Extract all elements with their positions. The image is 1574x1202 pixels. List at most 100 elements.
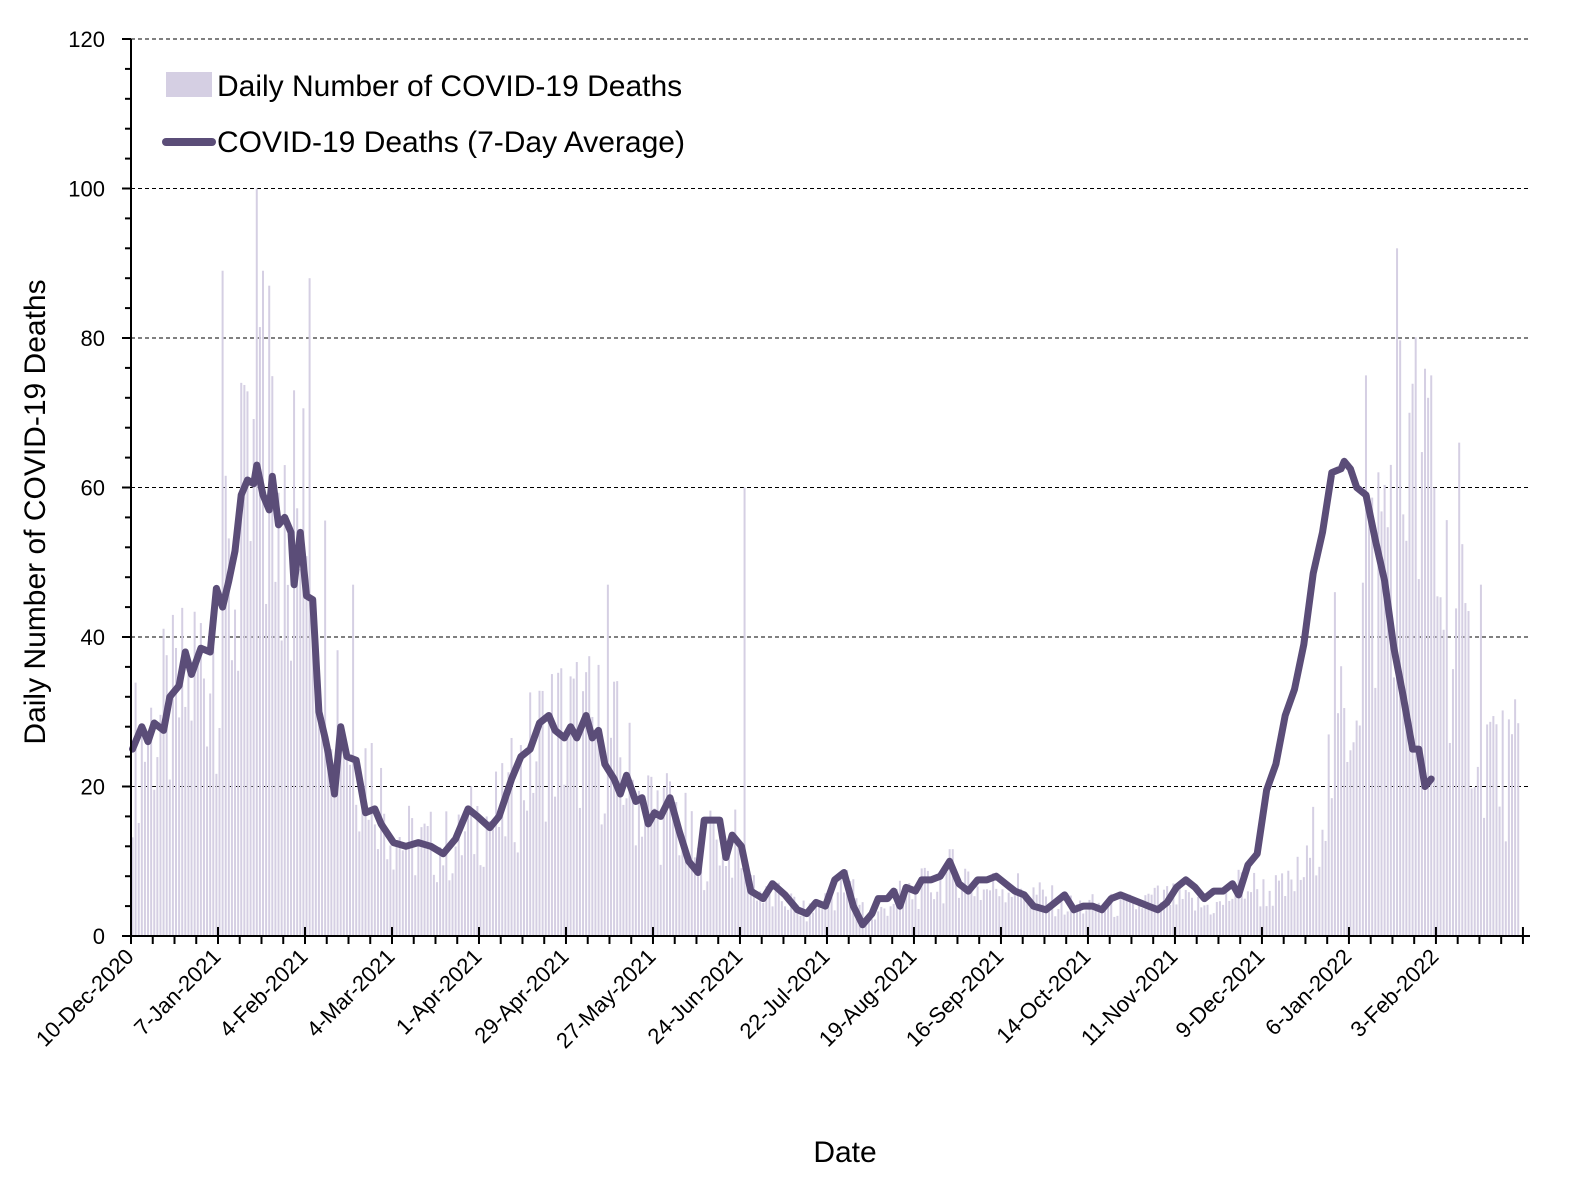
bar-day-336 bbox=[1175, 904, 1178, 936]
bar-day-96 bbox=[429, 811, 432, 936]
bar-day-249 bbox=[905, 891, 908, 936]
x-tick-label-3: 4-Mar-2021 bbox=[301, 944, 399, 1042]
bar-day-153 bbox=[606, 584, 609, 936]
bar-day-433 bbox=[1476, 766, 1479, 936]
bar-day-440 bbox=[1498, 806, 1501, 936]
bar-day-207 bbox=[774, 885, 777, 936]
bar-day-422 bbox=[1442, 629, 1445, 936]
bar-day-435 bbox=[1483, 817, 1486, 936]
bar-day-3 bbox=[140, 733, 143, 936]
bar-day-39 bbox=[252, 419, 255, 936]
bar-day-350 bbox=[1218, 901, 1221, 936]
bar-day-306 bbox=[1082, 913, 1085, 936]
y-tick-label-0: 0 bbox=[93, 924, 105, 949]
bar-day-103 bbox=[451, 873, 454, 936]
bar-day-159 bbox=[625, 798, 628, 936]
bar-day-79 bbox=[376, 849, 379, 936]
bar-day-444 bbox=[1511, 734, 1514, 936]
bar-day-198 bbox=[746, 887, 749, 936]
bar-day-281 bbox=[1004, 902, 1007, 936]
x-tick-label-4: 1-Apr-2021 bbox=[391, 944, 487, 1040]
bar-day-367 bbox=[1271, 905, 1274, 936]
bar-day-151 bbox=[600, 824, 603, 936]
bar-day-300 bbox=[1063, 914, 1066, 936]
bar-day-41 bbox=[258, 327, 261, 936]
bar-day-381 bbox=[1315, 875, 1318, 936]
bar-day-174 bbox=[672, 815, 675, 936]
bar-day-191 bbox=[724, 866, 727, 936]
bar-day-423 bbox=[1445, 520, 1448, 936]
bar-day-265 bbox=[954, 871, 957, 936]
bar-day-54 bbox=[299, 568, 302, 936]
bar-day-358 bbox=[1243, 898, 1246, 936]
bar-day-106 bbox=[460, 855, 463, 936]
bar-day-277 bbox=[992, 872, 995, 936]
bar-day-264 bbox=[951, 849, 954, 936]
bar-day-52 bbox=[293, 390, 296, 936]
bar-day-163 bbox=[637, 790, 640, 936]
bar-day-92 bbox=[417, 843, 420, 936]
bar-day-230 bbox=[846, 870, 849, 936]
bar-day-197 bbox=[743, 487, 746, 936]
bar-day-5 bbox=[147, 743, 150, 936]
bar-day-312 bbox=[1100, 908, 1103, 936]
bar-day-284 bbox=[1013, 894, 1016, 936]
bar-day-199 bbox=[749, 874, 752, 936]
bar-day-58 bbox=[311, 631, 314, 936]
bar-day-424 bbox=[1448, 742, 1451, 936]
bar-day-365 bbox=[1265, 906, 1268, 936]
bar-day-137 bbox=[557, 672, 560, 936]
bar-day-366 bbox=[1268, 890, 1271, 936]
bar-day-291 bbox=[1035, 894, 1038, 936]
bar-day-175 bbox=[675, 802, 678, 936]
bar-day-47 bbox=[277, 492, 280, 936]
bar-day-279 bbox=[998, 896, 1001, 936]
bar-day-11 bbox=[165, 655, 168, 936]
bar-day-122 bbox=[510, 737, 513, 936]
bar-day-283 bbox=[1010, 896, 1013, 936]
bar-day-193 bbox=[731, 877, 734, 936]
bar-day-332 bbox=[1163, 889, 1166, 936]
bar-day-409 bbox=[1402, 514, 1405, 936]
bar-day-200 bbox=[752, 875, 755, 936]
bar-day-89 bbox=[408, 805, 411, 936]
bar-day-50 bbox=[286, 584, 289, 936]
bar-day-431 bbox=[1470, 788, 1473, 936]
bar-day-345 bbox=[1203, 905, 1206, 936]
bar-day-204 bbox=[765, 886, 768, 936]
bar-day-60 bbox=[317, 692, 320, 936]
bar-day-45 bbox=[271, 376, 274, 936]
bar-day-446 bbox=[1517, 723, 1520, 936]
bar-day-430 bbox=[1467, 611, 1470, 936]
legend-swatch-bars bbox=[166, 72, 212, 97]
bar-day-376 bbox=[1299, 879, 1302, 936]
bar-day-343 bbox=[1197, 896, 1200, 936]
bar-day-177 bbox=[681, 839, 684, 936]
bar-day-428 bbox=[1461, 544, 1464, 936]
bar-day-322 bbox=[1131, 898, 1134, 936]
bar-day-361 bbox=[1253, 872, 1256, 936]
bar-day-49 bbox=[283, 465, 286, 936]
bar-day-210 bbox=[783, 906, 786, 936]
bar-day-328 bbox=[1150, 894, 1153, 936]
bar-day-57 bbox=[308, 278, 311, 936]
bar-day-97 bbox=[432, 874, 435, 936]
bar-day-318 bbox=[1119, 896, 1122, 936]
bar-day-2 bbox=[137, 822, 140, 936]
bar-day-417 bbox=[1427, 397, 1430, 936]
bar-day-391 bbox=[1346, 761, 1349, 936]
bar-day-65 bbox=[333, 762, 336, 936]
bar-day-94 bbox=[423, 823, 426, 936]
bar-day-209 bbox=[780, 901, 783, 936]
bar-day-263 bbox=[948, 849, 951, 936]
bar-day-113 bbox=[482, 866, 485, 936]
bar-day-211 bbox=[787, 909, 790, 936]
bar-day-86 bbox=[398, 836, 401, 936]
bar-day-261 bbox=[942, 903, 945, 936]
bar-day-218 bbox=[808, 903, 811, 936]
bar-day-246 bbox=[895, 889, 898, 936]
x-tick-label-15: 3-Feb-2022 bbox=[1345, 944, 1443, 1042]
bar-day-388 bbox=[1337, 713, 1340, 936]
y-tick-labels: 0 20 40 60 80 100 120 bbox=[68, 27, 105, 949]
bar-day-229 bbox=[843, 892, 846, 936]
